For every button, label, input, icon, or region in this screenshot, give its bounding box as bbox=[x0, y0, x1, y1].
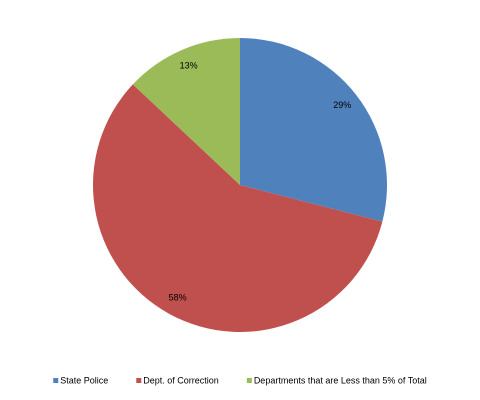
pie-slice bbox=[92, 84, 383, 333]
legend-label: State Police bbox=[60, 375, 108, 385]
legend-label: Dept. of Correction bbox=[143, 375, 219, 385]
pie-slice bbox=[132, 38, 240, 185]
pie-slice bbox=[240, 38, 387, 222]
data-label: 13% bbox=[180, 61, 198, 71]
legend-label: Departments that are Less than 5% of Tot… bbox=[254, 375, 427, 385]
data-label: 29% bbox=[333, 100, 351, 110]
data-label: 58% bbox=[169, 293, 187, 303]
legend-marker bbox=[53, 378, 59, 383]
legend-marker bbox=[136, 378, 142, 383]
legend-marker bbox=[246, 378, 252, 383]
